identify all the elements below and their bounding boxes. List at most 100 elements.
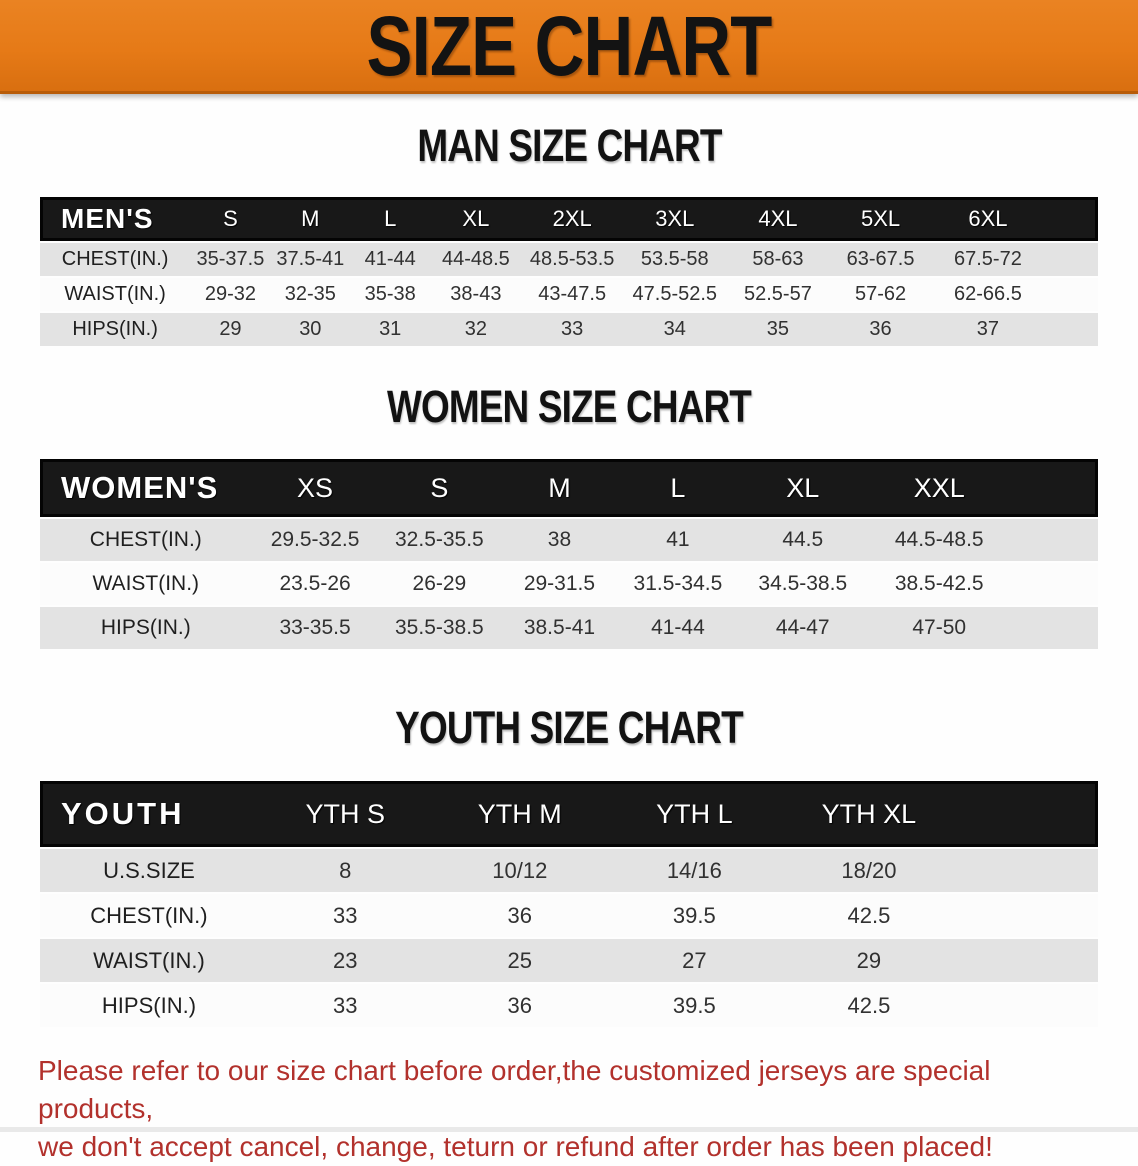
size-value: 31 — [349, 313, 431, 346]
women-table-body: CHEST(IN.) 29.5-32.5 32.5-35.5 38 41 44.5 44.5… — [40, 519, 1098, 649]
size-value: 41-44 — [349, 243, 431, 276]
section-heading-text: YOUTH SIZE CHART — [395, 702, 744, 753]
disclaimer: Please refer to our size chart before or… — [0, 1052, 1138, 1166]
size-value: 39.5 — [607, 894, 782, 937]
size-value: 32 — [430, 313, 522, 346]
size-value: 41-44 — [618, 607, 738, 649]
size-value: 43-47.5 — [521, 278, 623, 311]
size-value: 31.5-34.5 — [618, 563, 738, 605]
size-value: 25 — [432, 939, 608, 982]
size-value: 23.5-26 — [251, 563, 379, 605]
column-header: L — [349, 197, 431, 241]
size-value: 30 — [270, 313, 350, 346]
column-header: 4XL — [726, 197, 830, 241]
size-value: 38-43 — [430, 278, 522, 311]
men-table-header: MEN'S S M L XL 2XL 3XL 4XL 5XL 6XL — [40, 197, 1098, 241]
size-value: 35-37.5 — [190, 243, 271, 276]
column-header: YTH L — [607, 781, 782, 847]
size-value: 63-67.5 — [829, 243, 932, 276]
table-row: CHEST(IN.) 35-37.5 37.5-41 41-44 44-48.5 48.5… — [40, 243, 1098, 276]
row-label: HIPS(IN.) — [40, 984, 258, 1027]
size-value: 37 — [931, 313, 1044, 346]
women-size-table: WOMEN'S XS S M L XL XXL CHEST(IN.) 29.5-32.5 32.5… — [40, 457, 1098, 651]
table-row: HIPS(IN.) 33-35.5 35.5-38.5 38.5-41 41-44 44-… — [40, 607, 1098, 649]
size-value: 52.5-57 — [726, 278, 830, 311]
row-label: WAIST(IN.) — [40, 278, 191, 311]
size-value: 44-48.5 — [430, 243, 522, 276]
size-value: 42.5 — [781, 894, 957, 937]
column-header: 5XL — [829, 197, 932, 241]
row-filler — [956, 849, 1098, 892]
youth-table-header: YOUTH YTH S YTH M YTH L YTH XL — [40, 781, 1098, 847]
women-section: WOMEN SIZE CHART WOMEN'S XS S M L XL XXL CHEST(I… — [0, 384, 1138, 651]
size-value: 53.5-58 — [622, 243, 727, 276]
youth-size-table: YOUTH YTH S YTH M YTH L YTH XL U.S.SIZE 8 10/12… — [40, 779, 1098, 1029]
size-value: 35 — [726, 313, 830, 346]
header-row: YOUTH YTH S YTH M YTH L YTH XL — [40, 781, 1098, 847]
size-value: 38.5-42.5 — [868, 563, 1011, 605]
size-value: 33 — [257, 894, 433, 937]
size-value: 39.5 — [607, 984, 782, 1027]
section-heading-text: MAN SIZE CHART — [416, 120, 722, 171]
size-value: 33 — [521, 313, 623, 346]
size-value: 36 — [432, 894, 608, 937]
size-value: 14/16 — [607, 849, 782, 892]
size-value: 62-66.5 — [931, 278, 1044, 311]
row-filler — [1010, 563, 1098, 605]
size-value: 57-62 — [829, 278, 932, 311]
size-value: 44.5 — [737, 519, 869, 561]
size-value: 47-50 — [868, 607, 1011, 649]
row-filler — [1044, 278, 1098, 311]
size-value: 67.5-72 — [931, 243, 1044, 276]
table-row: CHEST(IN.) 33 36 39.5 42.5 — [40, 894, 1098, 937]
size-value: 29-31.5 — [500, 563, 619, 605]
size-value: 58-63 — [726, 243, 830, 276]
banner: SIZE CHART — [0, 0, 1138, 94]
header-row: WOMEN'S XS S M L XL XXL — [40, 459, 1098, 517]
men-section: MAN SIZE CHART MEN'S S M L XL 2XL 3XL 4XL 5XL 6XL C… — [0, 123, 1138, 348]
size-value: 10/12 — [432, 849, 608, 892]
column-header: XXL — [868, 459, 1011, 517]
women-group-label: WOMEN'S — [40, 459, 252, 517]
size-value: 29.5-32.5 — [251, 519, 379, 561]
youth-section-heading: YOUTH SIZE CHART — [0, 705, 1138, 751]
youth-group-label: YOUTH — [40, 781, 258, 847]
table-row: WAIST(IN.) 23 25 27 29 — [40, 939, 1098, 982]
men-section-heading: MAN SIZE CHART — [0, 123, 1138, 169]
row-label: WAIST(IN.) — [40, 939, 258, 982]
size-value: 33 — [257, 984, 433, 1027]
row-label: HIPS(IN.) — [40, 607, 252, 649]
column-header: 2XL — [521, 197, 623, 241]
row-filler — [1044, 313, 1098, 346]
size-value: 33-35.5 — [251, 607, 379, 649]
row-label: WAIST(IN.) — [40, 563, 252, 605]
youth-table-body: U.S.SIZE 8 10/12 14/16 18/20 CHEST(IN.) 33 36 39… — [40, 849, 1098, 1027]
size-value: 26-29 — [378, 563, 501, 605]
size-value: 8 — [257, 849, 433, 892]
size-value: 36 — [432, 984, 608, 1027]
youth-section: YOUTH SIZE CHART YOUTH YTH S YTH M YTH L YTH … — [0, 705, 1138, 1029]
column-header: YTH XL — [781, 781, 957, 847]
table-row: CHEST(IN.) 29.5-32.5 32.5-35.5 38 41 44.5 44.5… — [40, 519, 1098, 561]
size-value: 48.5-53.5 — [521, 243, 623, 276]
row-filler — [1010, 607, 1098, 649]
size-value: 23 — [257, 939, 433, 982]
women-table-header: WOMEN'S XS S M L XL XXL — [40, 459, 1098, 517]
column-header: XS — [251, 459, 379, 517]
banner-title: SIZE CHART — [366, 0, 772, 93]
row-filler — [956, 984, 1098, 1027]
row-label: CHEST(IN.) — [40, 894, 258, 937]
column-header: XL — [430, 197, 522, 241]
row-label: CHEST(IN.) — [40, 243, 191, 276]
size-value: 35.5-38.5 — [378, 607, 501, 649]
size-value: 36 — [829, 313, 932, 346]
row-label: CHEST(IN.) — [40, 519, 252, 561]
column-header: S — [190, 197, 271, 241]
column-header: YTH S — [257, 781, 433, 847]
size-value: 35-38 — [349, 278, 431, 311]
sections-container: MAN SIZE CHART MEN'S S M L XL 2XL 3XL 4XL 5XL 6XL C… — [0, 123, 1138, 1029]
disclaimer-line-2: we don't accept cancel, change, teturn o… — [38, 1131, 993, 1162]
size-value: 34 — [622, 313, 727, 346]
women-section-heading: WOMEN SIZE CHART — [0, 384, 1138, 430]
row-label: U.S.SIZE — [40, 849, 258, 892]
